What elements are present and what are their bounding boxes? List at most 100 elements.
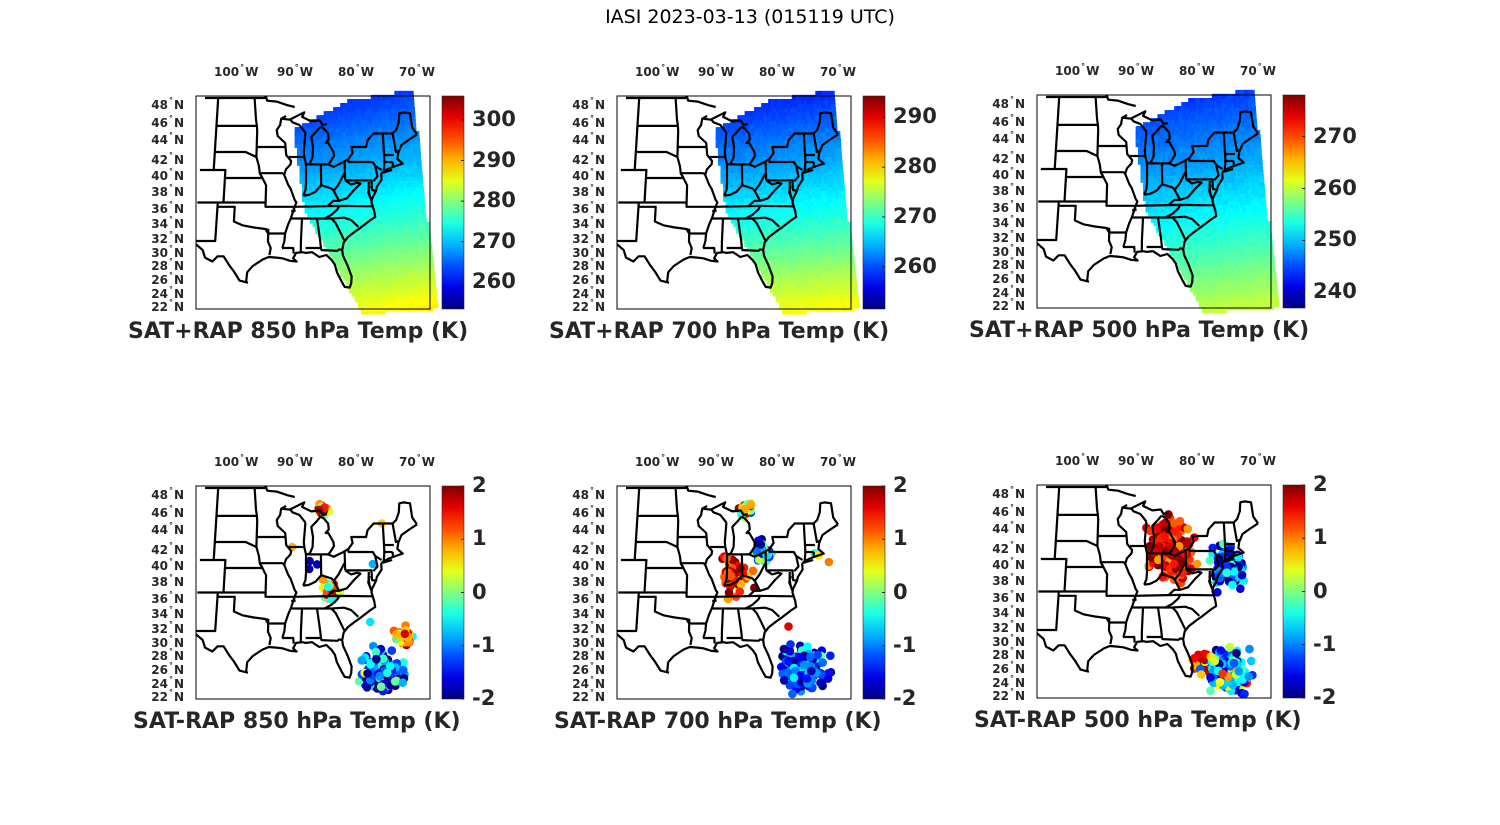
swath-pixel xyxy=(845,297,851,303)
swath-pixel xyxy=(389,204,395,210)
swath-pixel xyxy=(404,294,410,300)
swath-pixel xyxy=(780,272,786,278)
swath-pixel xyxy=(758,189,764,195)
swath-pixel xyxy=(804,232,810,238)
swath-pixel xyxy=(383,269,389,275)
swath-pixel xyxy=(419,196,425,203)
swath-pixel xyxy=(407,260,413,266)
swath-pixel xyxy=(357,238,363,244)
swath-pixel xyxy=(314,189,320,195)
swath-pixel xyxy=(730,175,736,181)
swath-pixel xyxy=(380,303,386,309)
swath-pixel xyxy=(762,232,768,238)
swath-pixel xyxy=(781,251,787,257)
boundary-line xyxy=(315,218,322,249)
swath-pixel xyxy=(428,263,435,269)
swath-pixel xyxy=(390,221,396,228)
swath-pixel xyxy=(781,297,787,303)
swath-pixel xyxy=(774,266,780,272)
swath-pixel xyxy=(840,300,846,306)
swath-pixel xyxy=(430,303,436,309)
swath-pixel xyxy=(415,266,421,272)
swath-pixel xyxy=(389,245,395,251)
swath-pixel xyxy=(853,300,860,306)
swath-pixel xyxy=(341,228,347,234)
swath-pixel xyxy=(383,266,389,272)
swath-pixel xyxy=(800,288,806,294)
swath-pixel xyxy=(811,260,818,266)
tick-hemisphere: N xyxy=(594,217,605,231)
swath-pixel xyxy=(344,241,350,248)
swath-pixel xyxy=(808,294,815,300)
swath-pixel xyxy=(312,193,318,199)
swath-pixel xyxy=(398,193,405,199)
degree-symbol: ° xyxy=(589,230,594,239)
swath-pixel xyxy=(358,266,365,272)
swath-pixel xyxy=(374,297,380,303)
swath-pixel xyxy=(338,211,344,217)
swath-pixel xyxy=(788,275,794,281)
swath-pixel xyxy=(836,151,842,158)
swath-pixel xyxy=(403,248,409,254)
swath-pixel xyxy=(756,208,762,214)
swath-pixel xyxy=(838,167,844,173)
swath-pixel xyxy=(817,294,823,300)
swath-pixel xyxy=(820,228,826,234)
swath-pixel xyxy=(797,294,804,300)
swath-pixel xyxy=(317,221,323,228)
swath-pixel xyxy=(414,138,420,144)
swath-pixel xyxy=(386,272,392,278)
swath-pixel xyxy=(809,257,815,263)
swath-pixel xyxy=(789,189,795,195)
swath-pixel xyxy=(325,232,331,238)
swath-pixel xyxy=(787,303,793,309)
swath-pixel xyxy=(370,278,376,284)
lat-tick-label: 44°N xyxy=(142,131,184,147)
swath-pixel xyxy=(317,193,323,199)
swath-pixel xyxy=(830,285,836,291)
swath-pixel xyxy=(780,281,786,288)
swath-pixel xyxy=(397,208,403,214)
swath-pixel xyxy=(782,272,789,278)
swath-pixel xyxy=(397,211,403,217)
swath-pixel xyxy=(424,300,430,306)
swath-pixel xyxy=(361,272,368,278)
swath-pixel xyxy=(367,266,373,272)
swath-pixel xyxy=(798,309,804,315)
swath-pixel xyxy=(785,269,791,275)
swath-pixel xyxy=(366,300,372,306)
swath-pixel xyxy=(837,272,843,278)
swath-pixel xyxy=(850,294,856,300)
swath-pixel xyxy=(847,294,853,300)
swath-pixel xyxy=(730,185,736,191)
swath-pixel xyxy=(849,285,855,291)
swath-pixel xyxy=(333,245,340,251)
swath-pixel xyxy=(780,288,787,294)
swath-pixel xyxy=(391,238,398,244)
swath-pixel xyxy=(819,254,825,260)
swath-pixel xyxy=(852,288,858,294)
swath-pixel xyxy=(409,107,415,113)
swath-pixel xyxy=(801,272,808,278)
swath-pixel xyxy=(359,288,366,294)
swath-pixel xyxy=(825,288,831,294)
swath-pixel xyxy=(399,269,405,275)
swath-pixel xyxy=(819,281,825,288)
swath-pixel xyxy=(413,189,420,195)
boundary-line xyxy=(212,97,220,171)
swath-pixel xyxy=(396,291,402,297)
swath-pixel xyxy=(851,281,858,288)
swath-pixel xyxy=(364,266,370,272)
swath-pixel xyxy=(808,208,814,214)
lat-tick-label: 34°N xyxy=(563,215,605,231)
swath-pixel xyxy=(424,272,430,278)
swath-pixel xyxy=(821,248,827,254)
swath-pixel xyxy=(395,245,401,251)
swath-pixel xyxy=(429,272,436,278)
swath-pixel xyxy=(342,272,349,278)
swath-pixel xyxy=(841,235,847,241)
swath-pixel xyxy=(797,291,803,297)
swath-pixel xyxy=(348,288,355,294)
swath-pixel xyxy=(371,297,377,303)
swath-pixel xyxy=(377,309,383,315)
